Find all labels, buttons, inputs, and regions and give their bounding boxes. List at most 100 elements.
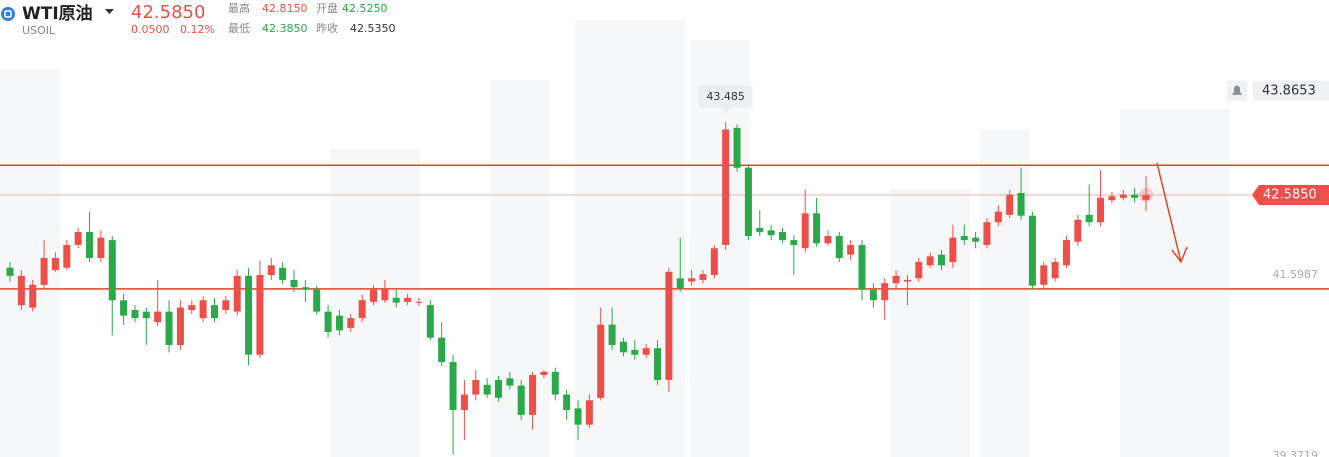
candle-body	[494, 379, 502, 398]
candle-body	[1142, 194, 1150, 200]
candle-body	[529, 375, 537, 415]
candle-body	[688, 278, 696, 282]
candle-body	[17, 275, 25, 306]
symbol-icon-mark	[4, 10, 12, 18]
candle-body	[449, 362, 457, 411]
candle-body	[120, 300, 128, 316]
candle-body	[824, 236, 832, 244]
candle-body	[245, 275, 253, 355]
candle-body	[404, 297, 412, 302]
candle-body	[210, 305, 218, 319]
candle-body	[699, 274, 707, 280]
candle-body	[154, 311, 162, 323]
candle-body	[1006, 194, 1014, 215]
candle-body	[949, 237, 957, 263]
price-change-pct: 0.12%	[180, 23, 215, 36]
candle-body	[631, 349, 639, 355]
candle-body	[938, 254, 946, 266]
candle-body	[915, 262, 923, 279]
dropdown-caret[interactable]	[105, 9, 114, 14]
peak-label-pointer	[720, 107, 731, 114]
stat-value: 42.5350	[350, 22, 396, 35]
candle-body	[665, 271, 673, 380]
candle-body	[1062, 240, 1070, 266]
candle-body	[29, 284, 37, 308]
candle-body	[597, 324, 605, 398]
symbol-name[interactable]: WTI原油	[22, 3, 93, 24]
candle-body	[767, 230, 775, 236]
candle-body	[892, 275, 900, 284]
candle-body	[74, 231, 82, 245]
candle-body	[324, 311, 332, 332]
candle-body	[847, 244, 855, 255]
stat-value: 42.8150	[262, 2, 308, 15]
candle-body	[176, 307, 184, 345]
candle-body	[222, 300, 230, 311]
candle-body	[926, 256, 934, 266]
candle-body	[335, 315, 343, 331]
candle-body	[744, 167, 752, 237]
candle-body	[1108, 196, 1116, 201]
candle-body	[483, 384, 491, 395]
candle-body	[347, 318, 355, 328]
header: WTI原油 USOIL 42.5850 0.0500 0.12% 最高 42.8…	[1, 1, 396, 37]
candle-body	[279, 267, 287, 280]
candle-body	[733, 127, 741, 168]
candle-body	[86, 231, 94, 258]
candle-body	[619, 341, 627, 353]
candle-body	[267, 265, 275, 276]
peak-label: 43.485	[706, 90, 745, 103]
current-price-box	[1252, 184, 1329, 205]
y-tick-label: 39.3719	[1273, 449, 1319, 457]
peak-label-box	[698, 85, 753, 108]
candle-body	[108, 240, 116, 301]
alert-price-box	[1253, 80, 1329, 101]
candle-body	[835, 236, 843, 258]
candle-body	[813, 213, 821, 244]
candle-body	[608, 324, 616, 345]
symbol-code: USOIL	[22, 24, 56, 37]
candle-body	[1028, 215, 1036, 286]
last-price-glow	[1139, 187, 1153, 202]
drawn-arrow	[1156, 162, 1188, 264]
candle-body	[722, 129, 730, 245]
candle-body	[574, 408, 582, 425]
candle-body	[756, 227, 764, 232]
candle-body	[983, 222, 991, 245]
stat-label: 昨收	[316, 21, 338, 35]
candle-body	[472, 379, 480, 395]
candle-body	[881, 283, 889, 301]
candle-body	[370, 289, 378, 302]
candle-body	[460, 394, 468, 411]
background-skyline	[0, 20, 1230, 457]
candle-body	[358, 300, 366, 319]
candle-body	[256, 275, 264, 355]
candle-body	[40, 257, 48, 285]
candle-body	[165, 311, 173, 345]
candle-body	[994, 211, 1002, 223]
candle-body	[1097, 197, 1105, 223]
stat-value: 42.5250	[342, 2, 388, 15]
candle-body	[903, 279, 911, 282]
candle-body	[97, 237, 105, 258]
candle-body	[710, 248, 718, 276]
candle-body	[1074, 219, 1082, 242]
candle-body	[551, 371, 559, 395]
stat-value: 42.3850	[262, 22, 308, 35]
candle-body	[51, 257, 59, 271]
peak-annotation: 43.485	[698, 85, 753, 114]
symbol-icon	[1, 7, 15, 21]
candle-body	[972, 237, 980, 242]
candle-body	[1051, 262, 1059, 279]
candle-body	[199, 300, 207, 319]
last-price: 42.5850	[131, 2, 205, 23]
candle-body	[290, 279, 298, 288]
stat-label: 最高	[228, 1, 250, 15]
candle-body	[313, 289, 321, 312]
candle-body	[676, 278, 684, 289]
stat-label: 最低	[228, 22, 250, 35]
candle-body	[1131, 194, 1139, 198]
candle-body	[642, 348, 650, 355]
